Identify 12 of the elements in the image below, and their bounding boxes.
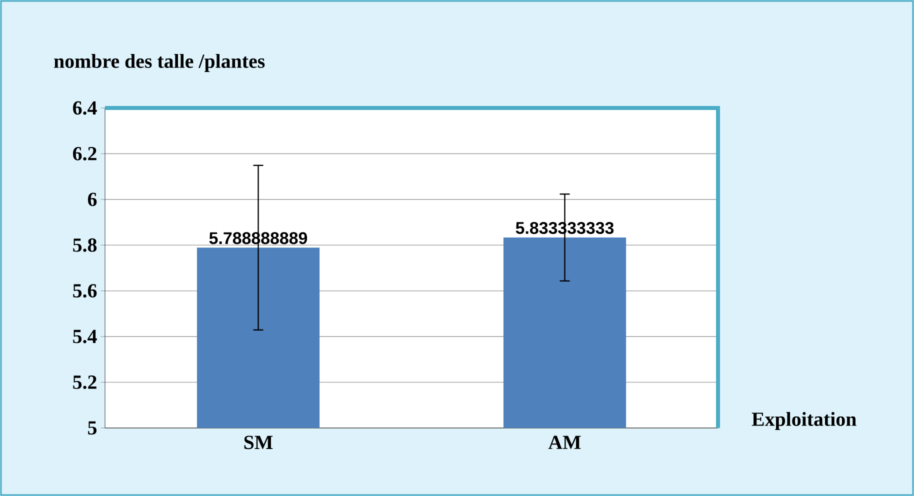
y-tick-label: 5 (88, 421, 97, 435)
y-tick-label: 5.4 (73, 330, 97, 344)
x-tick-label: SM (244, 436, 273, 450)
y-tick-label: 6.4 (73, 101, 97, 115)
x-axis-title: Exploitation (752, 412, 856, 430)
x-tick-label: AM (548, 436, 581, 449)
y-tick-label: 5.2 (73, 376, 96, 390)
y-axis-title: nombre des talle /plantes (54, 54, 265, 72)
y-tick-label: 6.2 (73, 146, 96, 160)
y-tick-label: 5.8 (73, 238, 97, 252)
y-tick-label: 5.6 (73, 284, 97, 298)
y-tick-label: 6 (88, 192, 97, 206)
